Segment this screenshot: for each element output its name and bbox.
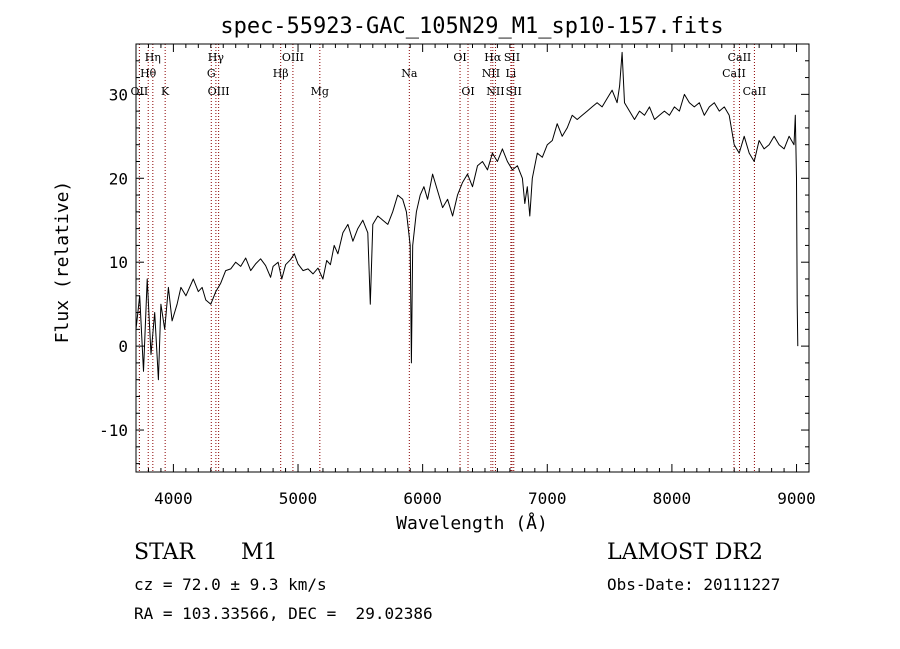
x-tick-label: 5000 bbox=[279, 489, 318, 508]
x-tick-label: 7000 bbox=[528, 489, 567, 508]
coordinates-line: RA = 103.33566, DEC = 29.02386 bbox=[134, 604, 433, 623]
y-tick-label: 10 bbox=[109, 253, 128, 272]
y-axis-ticks: -10 0 10 20 30 bbox=[99, 43, 809, 465]
spectral-line-label: OII bbox=[131, 85, 149, 98]
y-axis-label: Flux (relative) bbox=[52, 181, 73, 344]
spectral-line-label: Hη bbox=[145, 51, 161, 64]
x-axis-label: Wavelength (Å) bbox=[396, 512, 548, 534]
spectral-line-label: Na bbox=[401, 67, 418, 80]
spectral-line-label: Hβ bbox=[273, 67, 289, 80]
spectral-line-label: NII bbox=[482, 67, 500, 80]
spectral-line-label: Mg bbox=[311, 85, 329, 98]
object-class: STAR bbox=[134, 540, 195, 565]
object-subclass: M1 bbox=[241, 540, 278, 565]
spectral-line-label: SII bbox=[506, 85, 522, 98]
y-tick-label: 0 bbox=[118, 337, 128, 356]
spectral-line-label: Hγ bbox=[208, 51, 225, 64]
spectrum-series bbox=[135, 51, 799, 381]
spectral-line-label: OI bbox=[461, 85, 474, 98]
x-tick-label: 9000 bbox=[777, 489, 816, 508]
spectral-line-markers bbox=[138, 44, 755, 472]
y-tick-label: 20 bbox=[109, 169, 128, 188]
spectral-line-label: SII bbox=[504, 51, 520, 64]
spectral-line-label: NII bbox=[486, 85, 504, 98]
y-tick-label: -10 bbox=[99, 421, 128, 440]
redshift-line: cz = 72.0 ± 9.3 km/s bbox=[134, 575, 327, 594]
obs-date-line: Obs-Date: 20111227 bbox=[607, 575, 781, 594]
spectral-line-label: Hα bbox=[484, 51, 502, 64]
x-tick-label: 6000 bbox=[403, 489, 442, 508]
spectral-line-label: OI bbox=[453, 51, 466, 64]
spectral-line-label: K bbox=[161, 85, 170, 98]
spectral-line-label: OIII bbox=[208, 85, 230, 98]
spectral-line-label: CaII bbox=[722, 67, 746, 80]
spectrum-line-0 bbox=[135, 51, 799, 381]
x-tick-label: 8000 bbox=[653, 489, 692, 508]
spectral-line-label: CaII bbox=[728, 51, 752, 64]
x-axis-ticks: 4000 5000 6000 7000 8000 9000 bbox=[135, 44, 816, 508]
y-tick-label: 30 bbox=[109, 85, 128, 104]
spectral-line-label: Li bbox=[505, 67, 516, 80]
spectral-line-label: G bbox=[207, 67, 216, 80]
x-tick-label: 4000 bbox=[154, 489, 193, 508]
survey-label: LAMOST DR2 bbox=[607, 540, 763, 565]
chart-title: spec-55923-GAC_105N29_M1_sp10-157.fits bbox=[220, 14, 723, 39]
spectral-line-label: OIII bbox=[282, 51, 304, 64]
spectral-line-label: Hθ bbox=[140, 67, 157, 80]
spectral-line-label: CaII bbox=[743, 85, 767, 98]
